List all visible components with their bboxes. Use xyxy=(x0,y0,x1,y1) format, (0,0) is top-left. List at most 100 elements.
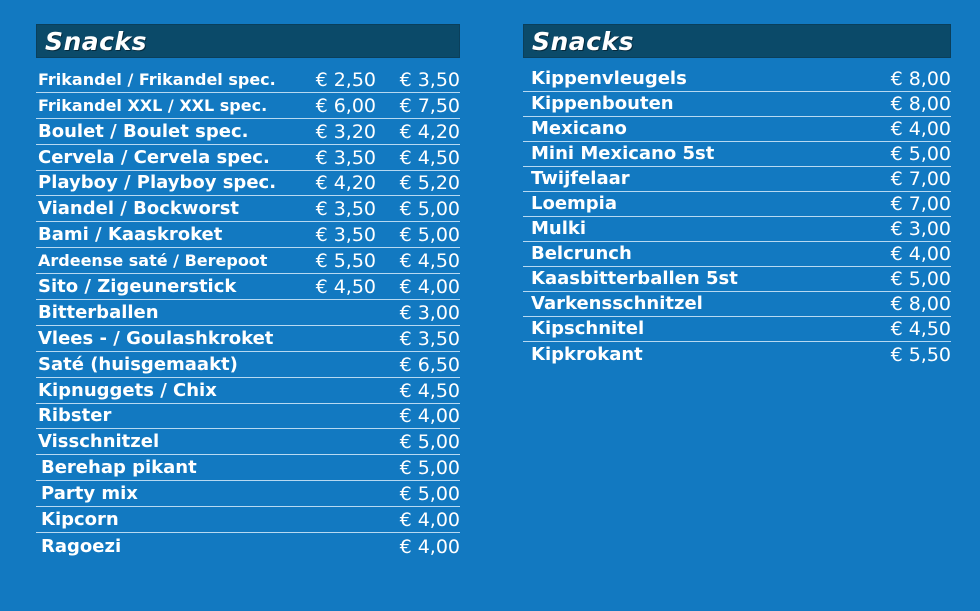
right-panel-title: Snacks xyxy=(532,26,634,56)
item-name: Mexicano xyxy=(531,118,627,139)
item-name: Mini Mexicano 5st xyxy=(531,143,715,164)
item-price: € 5,00 xyxy=(399,431,460,454)
menu-item: Berehap pikant € 5,00 xyxy=(36,455,460,482)
item-name: Kipnuggets / Chix xyxy=(38,379,217,401)
item-price-special: € 4,00 xyxy=(399,276,460,299)
item-name: Kipcorn xyxy=(41,509,119,531)
item-price-regular: € 3,50 xyxy=(315,224,376,247)
menu-item: Kipkrokant € 5,50 xyxy=(523,342,951,367)
item-price: € 5,00 xyxy=(399,483,460,506)
item-price: € 7,00 xyxy=(890,193,951,215)
item-name: Berehap pikant xyxy=(41,457,197,479)
menu-item: Sito / Zigeunerstick € 4,50 € 4,00 xyxy=(36,274,460,301)
item-price: € 4,00 xyxy=(890,243,951,265)
item-name: Kipschnitel xyxy=(531,318,645,339)
item-price: € 5,00 xyxy=(399,457,460,480)
item-price: € 8,00 xyxy=(890,68,951,90)
item-name: Visschnitzel xyxy=(38,431,160,453)
item-price-regular: € 5,50 xyxy=(315,250,376,273)
menu-item: Ardeense saté / Berepoot € 5,50 € 4,50 xyxy=(36,248,460,275)
item-price: € 5,50 xyxy=(890,344,951,366)
item-price-regular: € 3,20 xyxy=(315,120,376,143)
item-name: Ribster xyxy=(38,405,112,427)
menu-item: Ragoezi € 4,00 xyxy=(36,533,460,559)
item-name: Mulki xyxy=(531,218,587,239)
item-price-special: € 5,00 xyxy=(399,198,460,221)
right-menu-list: Kippenvleugels € 8,00 Kippenbouten € 8,00 … xyxy=(523,67,951,367)
menu-item: Twijfelaar € 7,00 xyxy=(523,167,951,192)
menu-item: Frikandel / Frikandel spec. € 2,50 € 3,50 xyxy=(36,67,460,93)
item-price-special: € 3,50 xyxy=(399,68,460,91)
item-price: € 3,00 xyxy=(890,218,951,240)
item-price: € 8,00 xyxy=(890,293,951,315)
item-price-special: € 4,50 xyxy=(399,250,460,273)
item-price: € 5,00 xyxy=(890,143,951,165)
item-price-special: € 7,50 xyxy=(399,94,460,117)
item-name: Frikandel XXL / XXL spec. xyxy=(38,95,268,115)
item-name: Party mix xyxy=(41,483,138,505)
item-price: € 5,00 xyxy=(890,268,951,290)
right-panel-header: Snacks xyxy=(523,24,951,58)
left-menu-panel: Snacks Frikandel / Frikandel spec. € 2,50… xyxy=(36,24,460,559)
menu-item: Cervela / Cervela spec. € 3,50 € 4,50 xyxy=(36,145,460,171)
item-price-regular: € 3,50 xyxy=(315,146,376,169)
item-price-special: € 4,20 xyxy=(399,120,460,143)
item-name: Sito / Zigeunerstick xyxy=(38,276,237,298)
item-price: € 4,00 xyxy=(399,509,460,532)
item-price: € 8,00 xyxy=(890,93,951,115)
item-price: € 4,50 xyxy=(890,318,951,340)
menu-item: Kaasbitterballen 5st € 5,00 xyxy=(523,267,951,292)
item-name: Ragoezi xyxy=(41,535,122,557)
item-name: Kaasbitterballen 5st xyxy=(531,268,738,289)
item-name: Kippenvleugels xyxy=(531,68,687,89)
item-name: Bitterballen xyxy=(38,301,159,323)
menu-item: Party mix € 5,00 xyxy=(36,481,460,508)
item-price: € 4,50 xyxy=(399,379,460,402)
menu-item: Frikandel XXL / XXL spec. € 6,00 € 7,50 xyxy=(36,93,460,119)
item-name: Frikandel / Frikandel spec. xyxy=(38,69,276,89)
item-name: Boulet / Boulet spec. xyxy=(38,120,249,142)
item-name: Twijfelaar xyxy=(531,168,630,189)
item-name: Kippenbouten xyxy=(531,93,674,114)
menu-item: Varkensschnitzel € 8,00 xyxy=(523,292,951,317)
item-price: € 6,50 xyxy=(399,353,460,376)
item-name: Belcrunch xyxy=(531,243,632,264)
menu-item: Playboy / Playboy spec. € 4,20 € 5,20 xyxy=(36,171,460,197)
menu-item: Boulet / Boulet spec. € 3,20 € 4,20 xyxy=(36,119,460,145)
menu-item: Saté (huisgemaakt) € 6,50 xyxy=(36,352,460,378)
left-panel-header: Snacks xyxy=(36,24,460,58)
menu-item: Kippenbouten € 8,00 xyxy=(523,92,951,117)
menu-item: Visschnitzel € 5,00 xyxy=(36,429,460,456)
menu-item: Ribster € 4,00 xyxy=(36,404,460,430)
item-price-special: € 5,00 xyxy=(399,224,460,247)
item-name: Playboy / Playboy spec. xyxy=(38,172,277,194)
left-menu-list: Frikandel / Frikandel spec. € 2,50 € 3,50 … xyxy=(36,67,460,559)
item-name: Cervela / Cervela spec. xyxy=(38,146,270,168)
item-price-regular: € 4,50 xyxy=(315,276,376,299)
item-price-special: € 5,20 xyxy=(399,172,460,195)
menu-item: Mulki € 3,00 xyxy=(523,217,951,242)
item-price-regular: € 3,50 xyxy=(315,198,376,221)
menu-item: Mexicano € 4,00 xyxy=(523,117,951,142)
menu-item: Kipnuggets / Chix € 4,50 xyxy=(36,378,460,404)
item-name: Loempia xyxy=(531,193,618,214)
item-name: Saté (huisgemaakt) xyxy=(38,353,238,375)
menu-item: Bitterballen € 3,00 xyxy=(36,300,460,326)
menu-item: Mini Mexicano 5st € 5,00 xyxy=(523,142,951,167)
item-price: € 7,00 xyxy=(890,168,951,190)
item-price-special: € 4,50 xyxy=(399,146,460,169)
item-price: € 4,00 xyxy=(399,535,460,558)
menu-item: Loempia € 7,00 xyxy=(523,192,951,217)
menu-item: Kipcorn € 4,00 xyxy=(36,507,460,534)
item-price: € 3,50 xyxy=(399,327,460,350)
item-price-regular: € 6,00 xyxy=(315,94,376,117)
item-price: € 4,00 xyxy=(399,405,460,428)
item-name: Kipkrokant xyxy=(531,344,643,365)
item-price: € 4,00 xyxy=(890,118,951,140)
right-menu-panel: Snacks Kippenvleugels € 8,00 Kippenbouten… xyxy=(523,24,951,367)
item-name: Viandel / Bockworst xyxy=(38,198,240,220)
menu-item: Belcrunch € 4,00 xyxy=(523,242,951,267)
menu-item: Viandel / Bockworst € 3,50 € 5,00 xyxy=(36,196,460,223)
item-name: Bami / Kaaskroket xyxy=(38,224,223,246)
menu-item: Kippenvleugels € 8,00 xyxy=(523,67,951,92)
